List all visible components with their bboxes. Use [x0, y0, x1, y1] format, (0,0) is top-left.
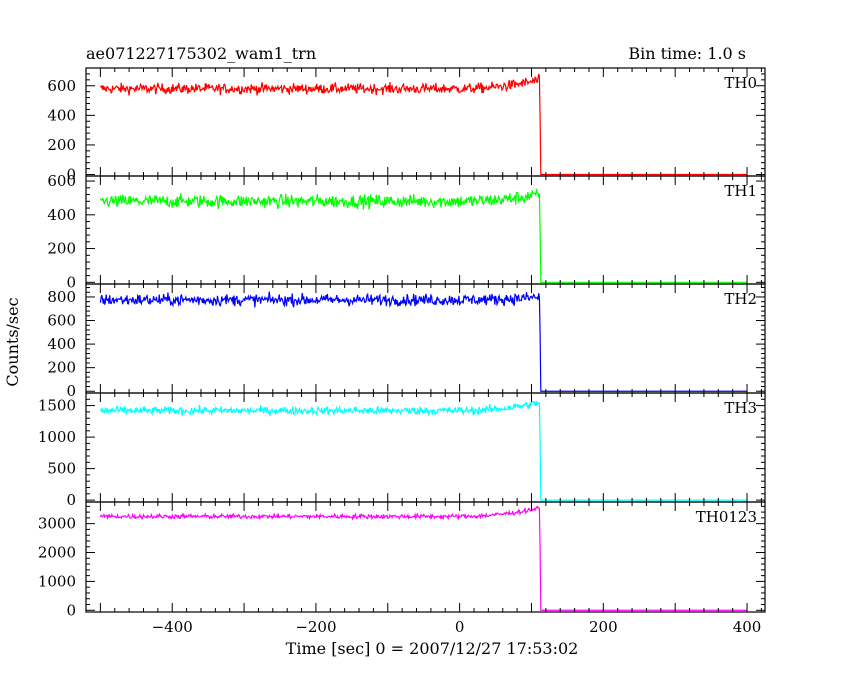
y-axis-label: Counts/sec [3, 297, 22, 386]
panel-frame [85, 175, 766, 285]
panel-th0: 0 200 400 600 TH0 [47, 67, 766, 184]
panel-label: TH0123 [696, 508, 757, 526]
x-axis-label: Time [sec] 0 = 2007/12/27 17:53:02 [286, 639, 579, 658]
panel-th0123: 0 1000 2000 3000 TH0123 [38, 501, 766, 619]
y-tick-label: 0 [66, 601, 76, 619]
series-line-th0 [99, 73, 748, 176]
panel-label: TH0 [724, 74, 757, 92]
y-tick-label: 400 [47, 106, 76, 124]
y-tick-label: 200 [47, 359, 76, 377]
y-tick-label: 1000 [38, 572, 76, 590]
panel-label: TH1 [724, 182, 757, 200]
panel-label: TH3 [724, 399, 757, 417]
chart-title: ae071227175302_wam1_trn [86, 44, 316, 63]
y-tick-label: 0 [66, 491, 76, 509]
x-tick-labels: −400 −200 0 200 400 [152, 618, 762, 636]
y-tick-label: 0 [66, 166, 76, 184]
y-tick-label: 3000 [38, 515, 76, 533]
panel-th3: 0 500 1000 1500 TH3 [38, 392, 766, 509]
panels-group: 0 200 400 600 TH0 0 200 400 600 TH1 0 200 400 600 800 T… [38, 67, 766, 619]
y-tick-label: 400 [47, 206, 76, 224]
panel-label: TH2 [724, 290, 757, 308]
y-tick-label: 600 [47, 172, 76, 190]
y-tick-label: 600 [47, 312, 76, 330]
y-tick-label: 400 [47, 335, 76, 353]
y-tick-label: 200 [47, 136, 76, 154]
bin-time-label: Bin time: 1.0 s [628, 44, 746, 63]
y-tick-label: 0 [66, 382, 76, 400]
series-line-th3 [99, 401, 748, 501]
panel-frame [85, 501, 766, 613]
y-tick-label: 1500 [38, 397, 76, 415]
y-tick-label: 600 [47, 77, 76, 95]
series-line-th0123 [99, 505, 748, 611]
y-tick-label: 800 [47, 288, 76, 306]
x-tick-label: −400 [152, 618, 193, 636]
panel-th2: 0 200 400 600 800 TH2 [47, 283, 766, 400]
x-tick-label: 200 [589, 618, 618, 636]
series-line-th2 [99, 291, 748, 392]
x-tick-label: 0 [455, 618, 465, 636]
series-line-th1 [99, 188, 748, 283]
y-tick-label: 0 [66, 273, 76, 291]
y-tick-label: 500 [47, 460, 76, 478]
y-tick-label: 2000 [38, 544, 76, 562]
y-tick-label: 1000 [38, 428, 76, 446]
y-tick-label: 200 [47, 240, 76, 258]
x-tick-label: 400 [733, 618, 762, 636]
x-tick-label: −200 [295, 618, 336, 636]
panel-th1: 0 200 400 600 TH1 [47, 172, 766, 291]
